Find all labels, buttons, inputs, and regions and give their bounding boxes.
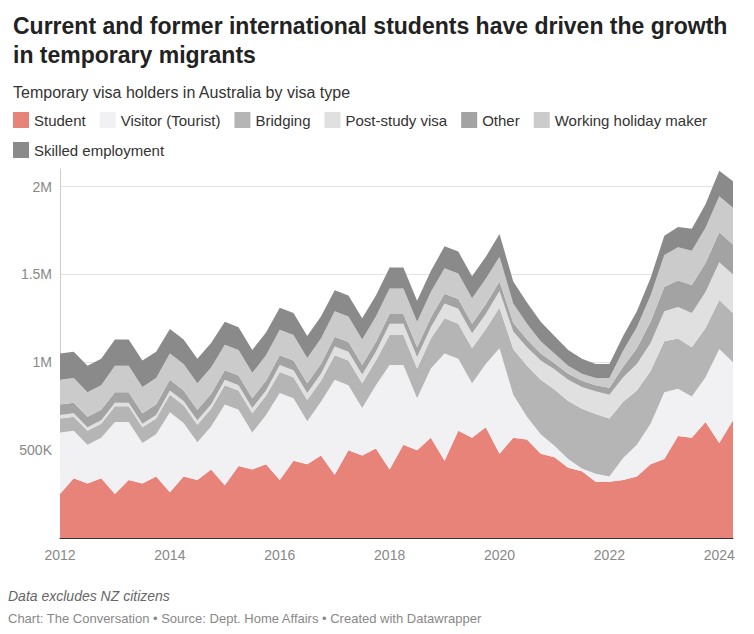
svg-text:Other: Other	[482, 112, 520, 129]
svg-text:in temporary migrants: in temporary migrants	[13, 42, 256, 68]
svg-text:1.5M: 1.5M	[21, 266, 52, 282]
svg-text:2020: 2020	[484, 547, 515, 563]
svg-text:2016: 2016	[264, 547, 295, 563]
svg-text:Skilled employment: Skilled employment	[34, 142, 165, 159]
svg-text:2018: 2018	[374, 547, 405, 563]
svg-text:2024: 2024	[704, 547, 735, 563]
svg-text:Working holiday maker: Working holiday maker	[555, 112, 707, 129]
svg-text:500K: 500K	[19, 442, 52, 458]
svg-text:Visitor (Tourist): Visitor (Tourist)	[121, 112, 221, 129]
svg-text:Current and former internation: Current and former international student…	[13, 13, 734, 39]
svg-text:Post-study visa: Post-study visa	[345, 112, 447, 129]
svg-text:Student: Student	[34, 112, 87, 129]
svg-text:1M: 1M	[33, 354, 52, 370]
svg-text:2014: 2014	[154, 547, 185, 563]
svg-text:Data excludes NZ citizens: Data excludes NZ citizens	[8, 588, 170, 604]
svg-text:Temporary visa holders in Aust: Temporary visa holders in Australia by v…	[13, 84, 350, 101]
svg-text:2012: 2012	[44, 547, 75, 563]
svg-text:Chart: The Conversation • Sour: Chart: The Conversation • Source: Dept. …	[8, 611, 482, 626]
svg-text:Bridging: Bridging	[255, 112, 310, 129]
svg-text:2022: 2022	[594, 547, 625, 563]
svg-text:2M: 2M	[33, 179, 52, 195]
